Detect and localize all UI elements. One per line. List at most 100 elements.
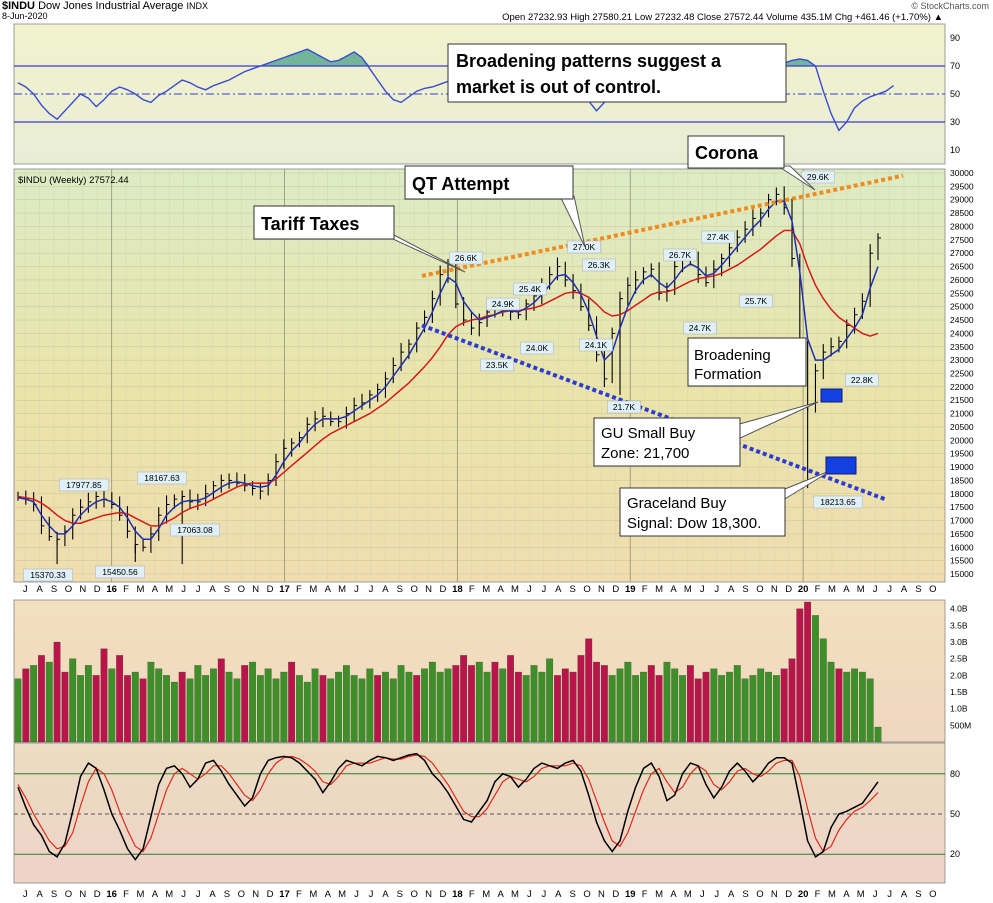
x-axis-label: A [497,889,504,900]
x-axis-label: M [684,889,692,900]
x-axis-label: S [51,584,57,595]
price-annotation: 24.0K [526,343,549,353]
volume-bar [765,671,772,743]
callout-formation: Broadening Formation [687,337,807,387]
price-annotation: 24.7K [689,323,712,333]
volume-bar [92,675,100,743]
x-axis-label: O [410,584,417,595]
stochastic-k-line [17,752,879,861]
price-annotation: 18167.63 [144,473,180,483]
price-annotation: 25.7K [745,296,768,306]
volume-bar [694,678,702,743]
volume-bar [366,668,374,743]
x-axis-label: O [929,889,936,900]
price-tick-label: 27500 [950,235,974,245]
volume-bar [14,678,22,743]
volume-bar [874,726,882,743]
x-axis-label: O [65,584,72,595]
x-axis-label: J [354,584,359,595]
x-axis-label: M [828,889,836,900]
volume-bar [514,671,522,743]
x-axis-label: M [482,584,490,595]
volume-bar [616,668,624,743]
volume-bar [452,665,460,743]
stochastic-panel [13,742,946,884]
volume-bar [608,675,616,743]
price-annotation-box [683,321,717,335]
volume-bar [733,665,741,743]
price-annotation: 26.6K [455,253,478,263]
price-tick-label: 19500 [950,449,974,459]
volume-bar [22,668,30,743]
volume-bar [288,661,296,743]
volume-bar [866,678,874,743]
volume-bar [53,641,61,743]
x-axis-label: M [165,889,173,900]
volume-bar [225,671,233,743]
price-annotation-box [579,338,613,352]
volume-bar [170,681,178,743]
x-axis-label: O [65,889,72,900]
x-axis-label: J [700,584,705,595]
x-axis-label: 17 [279,584,290,595]
volume-bar [389,678,397,743]
symbol: $INDU [2,0,36,12]
volume-bar [749,675,757,743]
volume-bar [327,678,335,743]
x-axis-label: 18 [452,584,463,595]
x-axis-label: J [541,889,546,900]
rsi-tick-label: 50 [950,89,960,99]
x-axis-label: D [267,889,274,900]
callout-broadening-line1: Broadening patterns suggest a [456,51,722,71]
rsi-tick-label: 70 [950,61,960,71]
price-tick-label: 24500 [950,315,974,325]
volume-bar [428,661,436,743]
volume-bar [624,661,632,743]
x-axis-label: N [252,889,259,900]
volume-tick-label: 2.0B [950,670,968,680]
x-axis-label: M [482,889,490,900]
x-axis-label: 20 [798,889,809,900]
x-axis-label: N [598,584,605,595]
volume-bar [444,668,452,743]
volume-bar [804,601,812,743]
x-axis-label: M [165,584,173,595]
x-axis-label: J [181,584,186,595]
x-axis-label: 19 [625,889,636,900]
rsi-tick-label: 10 [950,145,960,155]
x-axis-label: D [612,584,619,595]
volume-bar [233,678,241,743]
callout-gu-line2: Zone: 21,700 [601,445,689,462]
stochastic-tick-label: 50 [950,809,960,819]
volume-tick-label: 3.5B [950,620,968,630]
x-axis-label: N [771,584,778,595]
price-annotation: 15370.33 [30,570,66,580]
volume-bar [194,665,202,743]
x-axis-label: D [440,889,447,900]
price-series-label: $INDU (Weekly) 27572.44 [18,175,129,186]
x-axis-label: S [224,584,230,595]
x-axis-label: F [296,889,302,900]
x-axis-label: N [425,889,432,900]
x-axis-label: J [527,889,532,900]
volume-bar [186,678,194,743]
gu-buy-zone-marker [820,388,843,403]
volume-bar [851,668,858,743]
x-axis-label: O [238,584,245,595]
volume-bar [499,668,507,743]
x-axis-label: M [136,584,144,595]
x-axis-label: A [36,889,43,900]
x-axis-label: J [873,584,878,595]
volume-bar [632,675,640,743]
callout-broadening-line2: market is out of control. [456,77,661,97]
volume-bar [530,665,538,743]
x-axis-label: N [598,889,605,900]
volume-bar [178,671,186,743]
price-annotation: 23.5K [486,360,509,370]
price-annotation-box [170,523,220,537]
volume-bar [569,671,577,743]
volume-bar [397,665,405,743]
price-annotation-box [607,400,641,414]
callout-qt-text: QT Attempt [412,174,509,194]
x-axis-label: M [857,584,865,595]
